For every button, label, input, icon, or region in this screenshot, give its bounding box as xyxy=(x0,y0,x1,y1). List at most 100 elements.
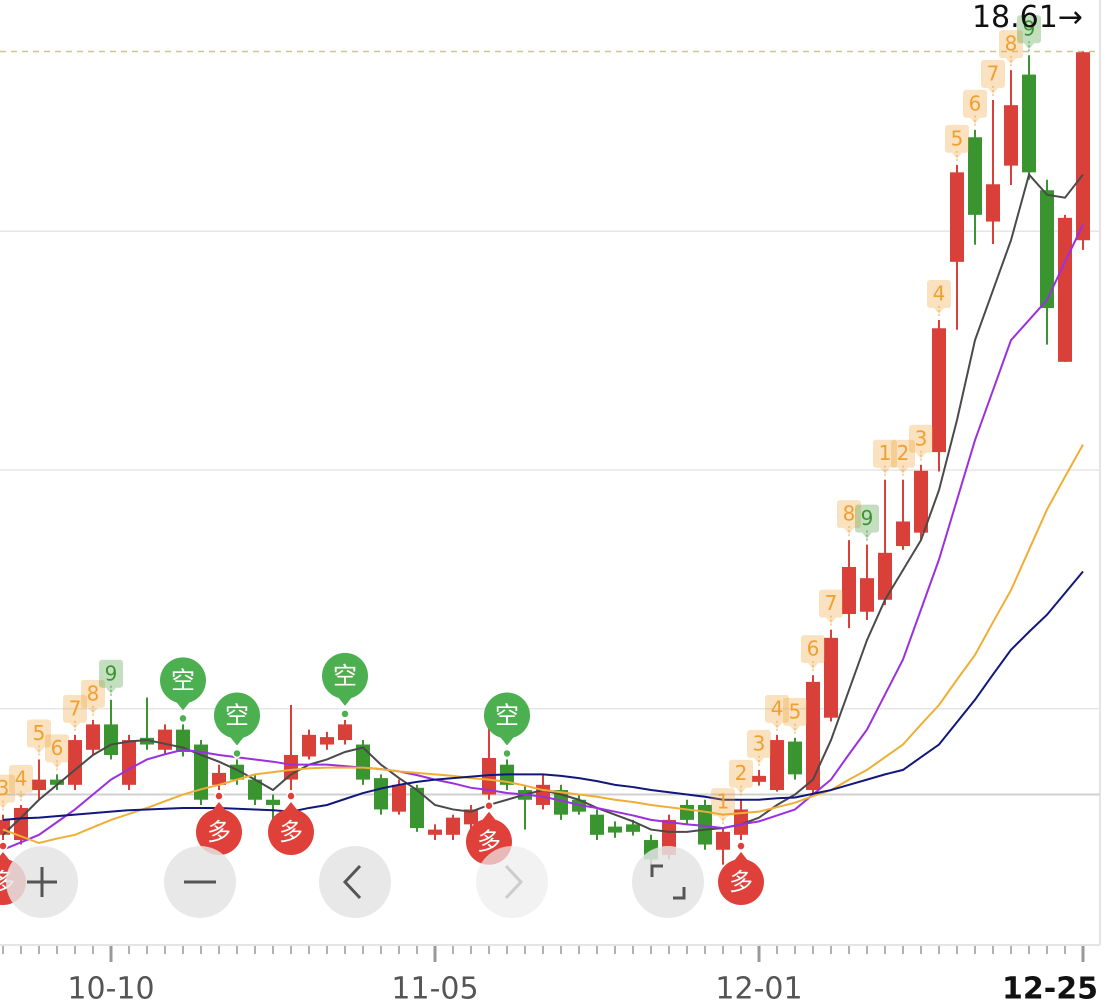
candle-body xyxy=(122,740,136,785)
controls xyxy=(6,846,704,918)
bubble-label: 空 xyxy=(225,701,249,729)
candle-body xyxy=(356,744,370,780)
count-tag: 5 xyxy=(27,719,51,758)
candle-body xyxy=(392,784,406,812)
tag-pointer xyxy=(772,722,782,729)
x-tick-label: 10-10 xyxy=(67,972,154,1007)
zoom-out-button[interactable] xyxy=(164,846,236,918)
count-tag: 5 xyxy=(783,697,807,736)
bubble-dot xyxy=(340,709,350,719)
tag-pointer xyxy=(898,467,908,474)
scroll-right-button[interactable] xyxy=(476,846,548,918)
candle-body xyxy=(608,826,622,833)
candle-body xyxy=(50,779,64,785)
tag-pointer xyxy=(70,722,80,729)
candle-body xyxy=(824,637,838,718)
ma-line xyxy=(2,224,1084,851)
tag-pointer xyxy=(1006,58,1016,65)
tag-pointer xyxy=(718,816,728,823)
count-tag: 5 xyxy=(945,124,969,163)
count-tag: 9 xyxy=(1017,15,1041,54)
signal-bubble: 多 xyxy=(196,791,242,856)
tag-box xyxy=(81,679,105,708)
signal-bubble: 多 xyxy=(268,791,314,856)
candle-body xyxy=(104,724,118,755)
zoom-in-button[interactable] xyxy=(6,846,78,918)
tag-pointer xyxy=(16,792,26,799)
bubble-dot xyxy=(286,791,296,801)
tag-label: 8 xyxy=(1005,32,1018,56)
candle-body xyxy=(914,470,928,533)
bubble-dot xyxy=(502,748,512,759)
candle-body xyxy=(302,734,316,757)
candle-body xyxy=(860,578,874,612)
bubble xyxy=(718,859,764,906)
candle-body xyxy=(464,809,478,825)
tag-pointer xyxy=(862,532,872,539)
bubble-dot xyxy=(0,841,8,851)
tag-pointer xyxy=(754,757,764,764)
tag-box xyxy=(783,697,807,726)
tag-box xyxy=(855,504,879,533)
count-tag: 1 xyxy=(711,788,735,827)
candle-body xyxy=(32,779,46,791)
tag-label: 3 xyxy=(753,731,766,755)
tag-pointer xyxy=(844,528,854,535)
candle-body xyxy=(716,831,730,850)
count-tag: 2 xyxy=(891,439,915,478)
signal-bubble: 空 xyxy=(484,692,530,759)
tag-label: 3 xyxy=(0,776,9,800)
x-tick-label: 12-25 xyxy=(1002,972,1098,1007)
count-tag: 3 xyxy=(747,729,771,768)
tag-label: 4 xyxy=(933,282,946,306)
tag-pointer xyxy=(916,452,926,459)
candle-body xyxy=(194,744,208,800)
tag-box xyxy=(963,89,987,118)
tag-box xyxy=(747,729,771,758)
tag-box xyxy=(0,774,15,803)
tag-pointer xyxy=(988,87,998,94)
tag-label: 4 xyxy=(771,696,784,720)
tag-label: 6 xyxy=(51,736,64,760)
candle-body xyxy=(1058,217,1072,362)
candle-body xyxy=(788,741,802,775)
tag-pointer xyxy=(34,747,44,754)
tag-pointer xyxy=(952,152,962,159)
count-tag: 6 xyxy=(963,89,987,128)
candle-body xyxy=(428,829,442,835)
candle-body xyxy=(986,184,1000,222)
tag-box xyxy=(999,30,1023,59)
tag-label: 9 xyxy=(861,506,874,530)
tag-box xyxy=(9,764,33,793)
candle-body xyxy=(284,754,298,780)
candle-body xyxy=(734,809,748,835)
tag-label: 1 xyxy=(717,790,730,814)
signal-bubble: 空 xyxy=(322,652,368,719)
tag-label: 7 xyxy=(987,61,1000,85)
candle-body xyxy=(86,724,100,750)
x-axis-ticks: 10-10 11-05 12-01 12-25 xyxy=(2,946,1098,1007)
tag-pointer xyxy=(934,308,944,315)
candle-body xyxy=(698,804,712,845)
candle-body xyxy=(680,804,694,820)
tag-box xyxy=(819,589,843,618)
ma-line xyxy=(2,444,1084,845)
tag-label: 7 xyxy=(69,696,82,720)
candle-body xyxy=(320,737,334,745)
tag-label: 8 xyxy=(87,681,100,705)
count-tag: 4 xyxy=(927,280,951,319)
candle-body xyxy=(1040,190,1054,309)
fullscreen-button[interactable] xyxy=(632,846,704,918)
bubble-label: 空 xyxy=(333,662,357,690)
tag-pointer xyxy=(106,687,116,694)
tag-label: 5 xyxy=(951,126,964,150)
tag-box xyxy=(45,734,69,763)
tag-box xyxy=(63,694,87,723)
tag-box xyxy=(711,788,735,817)
tag-pointer xyxy=(1024,43,1034,50)
bubble-dot xyxy=(214,791,224,801)
tag-box xyxy=(891,439,915,468)
count-tag: 8 xyxy=(837,500,861,539)
scroll-left-button[interactable] xyxy=(319,846,391,918)
